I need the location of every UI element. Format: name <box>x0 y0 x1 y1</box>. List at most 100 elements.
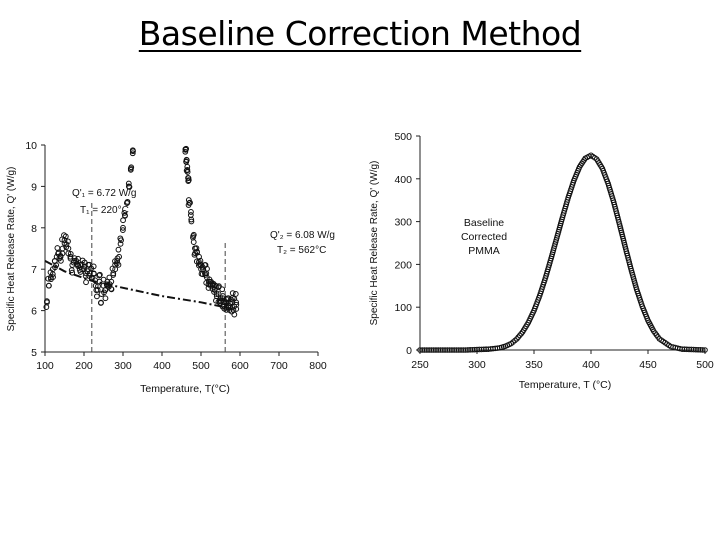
right-y-tick-label: 500 <box>394 131 412 143</box>
annotation-q2-label: Q'₂ = 6.08 W/g <box>270 230 335 241</box>
data-point <box>185 197 192 203</box>
data-point <box>197 257 204 264</box>
data-point <box>233 299 240 306</box>
data-point <box>120 227 126 233</box>
data-point <box>185 178 192 184</box>
left-x-tick-label: 500 <box>192 360 210 372</box>
left-x-tick-label: 700 <box>270 360 288 372</box>
data-point <box>126 184 133 190</box>
left-x-tick-label: 300 <box>114 360 132 372</box>
data-point <box>190 231 197 238</box>
data-point <box>182 146 189 153</box>
data-point <box>53 262 60 269</box>
data-point <box>229 294 236 301</box>
data-point <box>194 248 200 255</box>
data-point <box>94 287 101 293</box>
data-point <box>233 306 240 312</box>
data-point <box>184 166 191 173</box>
data-point <box>121 210 128 216</box>
data-point <box>183 167 190 174</box>
data-point <box>224 295 231 302</box>
left-y-axis-label: Specific Heat Release Rate, Q' (W/g) <box>6 167 17 332</box>
data-point <box>116 253 122 260</box>
right-y-tick-label: 100 <box>394 302 412 314</box>
data-point <box>44 298 50 305</box>
right-x-tick-label: 500 <box>696 359 714 371</box>
data-point <box>699 347 706 353</box>
right-x-tick-label: 400 <box>582 359 600 371</box>
data-point <box>49 271 56 278</box>
data-point <box>69 269 76 276</box>
left-y-tick-label: 8 <box>31 223 37 235</box>
data-point <box>90 271 97 277</box>
data-point <box>232 291 239 297</box>
right-y-tick-label: 400 <box>394 174 412 186</box>
data-point <box>43 304 50 310</box>
data-point <box>89 275 95 282</box>
data-point <box>188 218 195 225</box>
left-x-tick-label: 600 <box>231 360 249 372</box>
data-point <box>108 286 115 292</box>
data-point <box>90 263 97 270</box>
data-point <box>213 291 220 297</box>
data-point <box>115 261 122 268</box>
data-point <box>125 180 132 187</box>
data-point <box>115 246 122 253</box>
data-point <box>219 286 226 293</box>
left-x-tick-label: 200 <box>75 360 93 372</box>
data-point <box>122 212 128 219</box>
left-x-tick-label: 800 <box>309 360 327 372</box>
data-point <box>130 148 136 155</box>
right-y-tick-label: 0 <box>406 345 412 357</box>
data-point <box>702 347 708 353</box>
left-y-tick-label: 5 <box>31 347 37 359</box>
annotation-q1-sub: T₁ = 220°C <box>80 205 129 216</box>
baseline-line <box>44 260 226 309</box>
left-x-tick-label: 100 <box>36 360 54 372</box>
annotation-q2-sub: T₂ = 562°C <box>277 245 326 256</box>
data-point <box>193 245 200 252</box>
data-point <box>117 240 124 247</box>
data-point <box>67 251 74 257</box>
data-point <box>83 279 89 286</box>
data-point <box>204 265 210 272</box>
data-point <box>187 212 194 218</box>
data-point <box>94 293 100 300</box>
data-point <box>109 265 116 272</box>
left-y-tick-label: 9 <box>31 181 37 193</box>
data-point <box>96 272 103 279</box>
right-x-axis-label: Temperature, T (°C) <box>519 379 612 391</box>
data-point <box>57 257 64 264</box>
right-y-tick-label: 300 <box>394 217 412 229</box>
data-point <box>62 233 69 240</box>
right-y-tick-label: 200 <box>394 259 412 271</box>
data-point <box>183 157 190 164</box>
data-point <box>97 300 104 306</box>
right-x-tick-label: 450 <box>639 359 657 371</box>
data-point <box>96 271 103 278</box>
data-point <box>108 278 115 285</box>
right-x-tick-label: 350 <box>525 359 543 371</box>
data-point <box>82 273 89 279</box>
data-point <box>68 267 75 274</box>
data-point <box>128 164 135 171</box>
data-point <box>120 224 126 231</box>
data-point <box>110 272 117 278</box>
slide-title: Baseline Correction Method <box>138 14 582 53</box>
right-y-axis-label: Specific Heat Release Rate, Q' (W/g) <box>369 161 380 326</box>
data-point <box>185 175 191 181</box>
data-point <box>184 169 191 175</box>
left-x-axis-label: Temperature, T(°C) <box>140 383 230 395</box>
data-point <box>188 209 194 215</box>
data-point <box>59 250 66 257</box>
right-legend-line-1: Baseline <box>464 217 504 229</box>
right-legend-line-2: Corrected <box>461 231 507 243</box>
right-x-tick-label: 300 <box>468 359 486 371</box>
left-y-tick-label: 7 <box>31 264 37 276</box>
right-legend-line-3: PMMA <box>468 245 500 257</box>
data-point <box>129 150 136 157</box>
left-x-tick-label: 400 <box>153 360 171 372</box>
data-point <box>117 235 124 242</box>
data-point <box>233 301 240 308</box>
